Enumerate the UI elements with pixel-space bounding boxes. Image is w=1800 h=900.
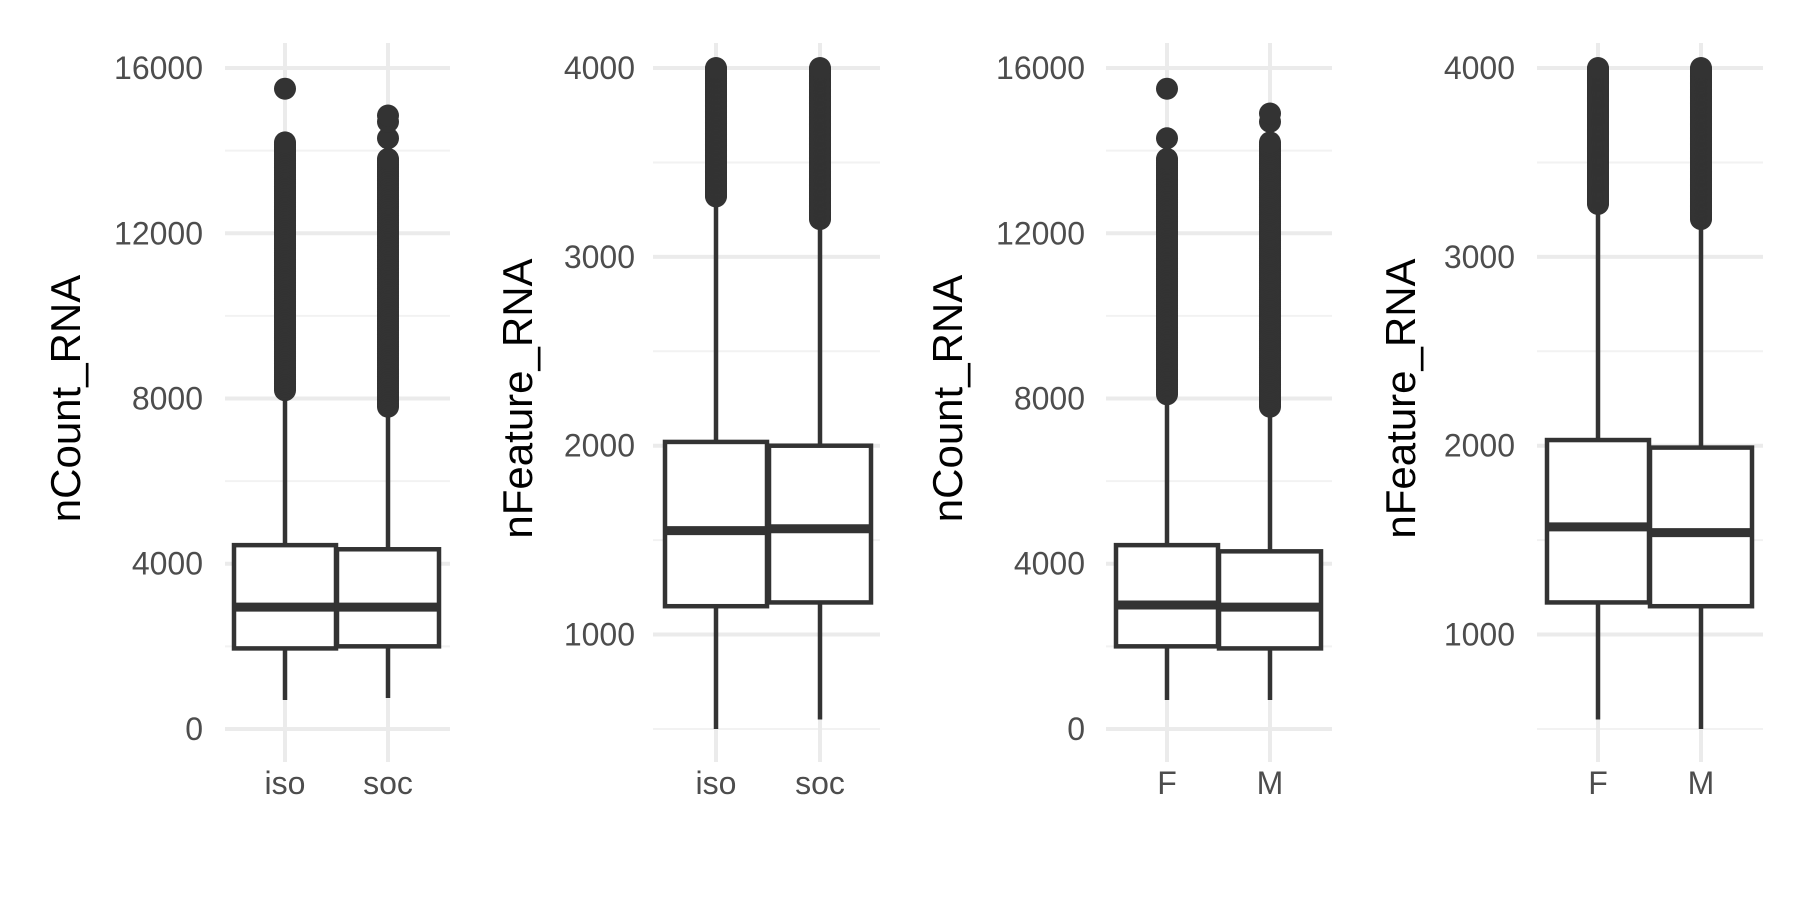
- interquartile-box: [1544, 437, 1652, 605]
- x-tick-label-m: M: [1257, 765, 1284, 801]
- box-f: [1113, 77, 1221, 701]
- outlier-point: [1156, 77, 1178, 100]
- outlier-point: [1259, 131, 1281, 154]
- y-tick-label: 1000: [1444, 617, 1515, 653]
- y-tick-label: 4000: [1444, 50, 1515, 86]
- x-tick-label-f: F: [1157, 765, 1177, 801]
- outlier-point: [377, 127, 399, 150]
- box-soc: [766, 57, 874, 720]
- y-tick-label: 8000: [132, 381, 203, 417]
- interquartile-box: [766, 443, 874, 605]
- outlier-point: [377, 104, 399, 127]
- y-tick-label: 4000: [1014, 546, 1085, 582]
- y-tick-label: 0: [1067, 711, 1085, 747]
- box-m: [1216, 102, 1324, 701]
- outlier-point: [1690, 57, 1712, 80]
- y-axis-title: nFeature_RNA: [1377, 258, 1424, 538]
- outlier-point: [377, 147, 399, 170]
- y-tick-label: 2000: [564, 428, 635, 464]
- x-tick-label-f: F: [1588, 765, 1608, 801]
- y-tick-label: 16000: [114, 50, 203, 86]
- y-tick-label: 3000: [1444, 239, 1515, 275]
- outlier-point: [274, 77, 296, 100]
- x-tick-label-iso: iso: [696, 765, 737, 801]
- y-tick-label: 4000: [564, 50, 635, 86]
- outlier-point: [705, 57, 727, 80]
- y-axis-title: nCount_RNA: [42, 275, 89, 522]
- outlier-point: [1587, 57, 1609, 80]
- y-tick-label: 12000: [996, 215, 1085, 251]
- y-tick-label: 12000: [114, 215, 203, 251]
- y-tick-label: 4000: [132, 546, 203, 582]
- interquartile-box: [334, 547, 442, 649]
- y-axis-title: nFeature_RNA: [494, 258, 541, 538]
- y-tick-label: 2000: [1444, 428, 1515, 464]
- y-axis-title: nCount_RNA: [924, 275, 971, 522]
- y-tick-label: 1000: [564, 617, 635, 653]
- box-m: [1647, 57, 1755, 729]
- panel-nfeature-rna-by-sex: 1000 2000 3000 4000 nFeature_RNA F M: [1377, 43, 1763, 801]
- outlier-point: [1156, 147, 1178, 170]
- interquartile-box: [1113, 542, 1221, 649]
- outlier-point: [1156, 127, 1178, 150]
- outlier-point: [274, 131, 296, 154]
- y-tick-label: 3000: [564, 239, 635, 275]
- box-f: [1544, 57, 1652, 720]
- interquartile-box: [1647, 445, 1755, 609]
- x-tick-label-iso: iso: [265, 765, 306, 801]
- outlier-point: [809, 57, 831, 80]
- box-soc: [334, 104, 442, 698]
- interquartile-box: [231, 542, 339, 651]
- x-tick-label-m: M: [1688, 765, 1715, 801]
- y-tick-label: 16000: [996, 50, 1085, 86]
- box-iso: [662, 57, 770, 729]
- panel-ncount-rna-by-sex: 0 4000 8000 12000 16000 nCount_RNA F M: [924, 43, 1332, 801]
- y-tick-label: 8000: [1014, 381, 1085, 417]
- x-tick-label-soc: soc: [795, 765, 845, 801]
- x-tick-label-soc: soc: [363, 765, 413, 801]
- interquartile-box: [1216, 549, 1324, 651]
- y-tick-label: 0: [185, 711, 203, 747]
- outlier-point: [1259, 102, 1281, 125]
- interquartile-box: [662, 439, 770, 609]
- box-iso: [231, 77, 339, 701]
